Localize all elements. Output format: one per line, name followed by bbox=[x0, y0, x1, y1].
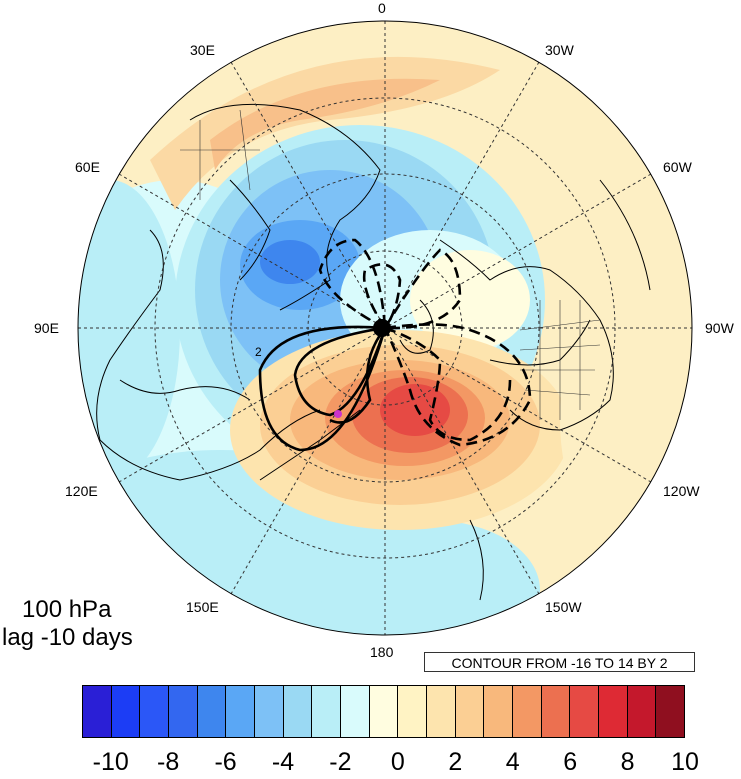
colorbar-tick-label: -4 bbox=[271, 748, 295, 776]
colorbar-swatch bbox=[570, 686, 600, 737]
colorbar-tick-label: -10 bbox=[92, 748, 129, 776]
colorbar-swatch bbox=[656, 686, 685, 737]
pressure-level-label: 100 hPa bbox=[22, 596, 112, 623]
colorbar-swatch bbox=[83, 686, 112, 737]
colorbar-swatch bbox=[169, 686, 198, 737]
colorbar-swatch bbox=[484, 686, 514, 737]
lon-label-30w: 30W bbox=[545, 42, 574, 58]
map-border bbox=[77, 20, 693, 636]
colorbar-swatch bbox=[226, 686, 256, 737]
lag-label: lag -10 days bbox=[2, 624, 133, 651]
colorbar-swatch bbox=[455, 686, 485, 737]
lon-label-90w: 90W bbox=[705, 320, 734, 336]
colorbar-swatch bbox=[312, 686, 342, 737]
lon-label-150w: 150W bbox=[545, 599, 582, 615]
colorbar-swatch bbox=[283, 686, 313, 737]
colorbar-swatch bbox=[111, 686, 141, 737]
colorbar-tick-label: -6 bbox=[214, 748, 237, 776]
colorbar-tick-label: -8 bbox=[157, 748, 180, 776]
colorbar bbox=[82, 685, 685, 738]
colorbar-swatch bbox=[513, 686, 542, 737]
contour-value-label: 2 bbox=[255, 345, 262, 359]
colorbar-tick-label: 6 bbox=[563, 748, 578, 776]
contours bbox=[258, 238, 532, 452]
anomaly-north-positive bbox=[150, 56, 500, 211]
lon-label-0: 0 bbox=[378, 0, 386, 16]
location-marker bbox=[334, 410, 342, 418]
colorbar-swatch bbox=[541, 686, 571, 737]
anomaly-south-negative bbox=[320, 520, 540, 635]
colorbar-swatch bbox=[369, 686, 399, 737]
colorbar-swatch bbox=[341, 686, 370, 737]
colorbar-swatch bbox=[255, 686, 284, 737]
colorbar-tick-label: 10 bbox=[671, 748, 699, 776]
colorbar-swatch bbox=[427, 686, 456, 737]
lon-label-90e: 90E bbox=[34, 320, 59, 336]
colorbar-tick-label: 8 bbox=[620, 748, 635, 776]
colorbar-tick-label: -2 bbox=[329, 748, 352, 776]
lon-label-120e: 120E bbox=[65, 483, 98, 499]
pole-dot bbox=[373, 319, 391, 337]
lon-label-150e: 150E bbox=[186, 599, 219, 615]
colorbar-swatch bbox=[140, 686, 170, 737]
colorbar-tick-label: 2 bbox=[448, 748, 463, 776]
colorbar-swatch bbox=[197, 686, 227, 737]
contour-info-box: CONTOUR FROM -16 TO 14 BY 2 bbox=[424, 652, 695, 672]
colorbar-swatch bbox=[398, 686, 428, 737]
lon-label-180: 180 bbox=[370, 644, 394, 660]
lon-label-120w: 120W bbox=[663, 483, 700, 499]
lon-label-60e: 60E bbox=[75, 159, 100, 175]
colorbar-swatch bbox=[599, 686, 628, 737]
colorbar-swatch bbox=[627, 686, 657, 737]
lon-label-60w: 60W bbox=[663, 159, 692, 175]
colorbar-tick-label: 4 bbox=[505, 748, 520, 776]
lon-label-30e: 30E bbox=[190, 42, 215, 58]
colorbar-tick-label: 0 bbox=[390, 748, 405, 776]
anomaly-far-west-negative bbox=[78, 180, 180, 480]
